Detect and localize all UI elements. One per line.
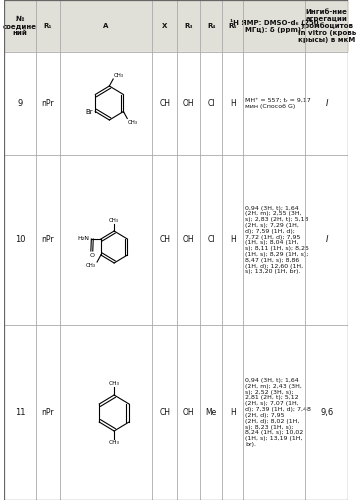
Text: CH₃: CH₃ <box>109 381 120 386</box>
Text: H: H <box>230 99 235 108</box>
Text: 0,94 (3H, t); 1,64
(2H, m); 2,55 (3H,
s); 2,83 (2H, t); 5,18
(2H, s); 7,29 (1H,
: 0,94 (3H, t); 1,64 (2H, m); 2,55 (3H, s)… <box>245 206 309 274</box>
Text: nPr: nPr <box>41 236 54 244</box>
Text: Me: Me <box>206 408 217 417</box>
Text: CH: CH <box>159 408 170 417</box>
Text: R₁: R₁ <box>44 23 52 29</box>
Text: A: A <box>103 23 109 29</box>
Text: Cl: Cl <box>207 99 215 108</box>
Text: CH₃: CH₃ <box>109 218 119 223</box>
Text: H: H <box>230 236 235 244</box>
Text: CH₃: CH₃ <box>114 73 124 78</box>
Text: 11: 11 <box>15 408 25 417</box>
Text: R₅: R₅ <box>228 23 237 29</box>
Text: CH₃: CH₃ <box>86 263 96 268</box>
Text: I: I <box>325 236 328 244</box>
Text: H₂N: H₂N <box>77 236 89 240</box>
Text: ¹H ЯМР: DMSO-d₆ (250
МГц): δ (ppm):: ¹H ЯМР: DMSO-d₆ (250 МГц): δ (ppm): <box>230 19 319 33</box>
Text: CH: CH <box>159 99 170 108</box>
Text: OH: OH <box>183 99 194 108</box>
Text: MH⁺ = 557; tᵣ = 9,17
мин (Способ G): MH⁺ = 557; tᵣ = 9,17 мин (Способ G) <box>245 98 311 109</box>
Text: R₄: R₄ <box>207 23 215 29</box>
Text: I: I <box>325 99 328 108</box>
Text: Br: Br <box>86 108 93 114</box>
Text: X: X <box>162 23 167 29</box>
Text: CH₃: CH₃ <box>128 120 138 124</box>
Text: OH: OH <box>183 236 194 244</box>
Text: 10: 10 <box>15 236 25 244</box>
Text: №
соедине
ний: № соедине ний <box>3 16 37 36</box>
Text: Ингиб-ние
агрегации
тромбоцитов
in vitro (кровь
крысы) в мкМ: Ингиб-ние агрегации тромбоцитов in vitro… <box>298 8 356 43</box>
Text: nPr: nPr <box>41 408 54 417</box>
Text: 9: 9 <box>17 99 23 108</box>
Text: H: H <box>230 408 235 417</box>
Text: nPr: nPr <box>41 99 54 108</box>
Text: Cl: Cl <box>207 236 215 244</box>
Text: O: O <box>89 253 94 258</box>
Text: CH₃: CH₃ <box>109 440 120 445</box>
Text: 9,6: 9,6 <box>320 408 333 417</box>
Text: OH: OH <box>183 408 194 417</box>
Text: 0,94 (3H, t); 1,64
(2H, m); 2,43 (3H,
s); 2,52 (3H, s);
2,81 (2H, t); 5,12
(2H, : 0,94 (3H, t); 1,64 (2H, m); 2,43 (3H, s)… <box>245 378 311 447</box>
Text: R₃: R₃ <box>184 23 193 29</box>
Text: CH: CH <box>159 236 170 244</box>
